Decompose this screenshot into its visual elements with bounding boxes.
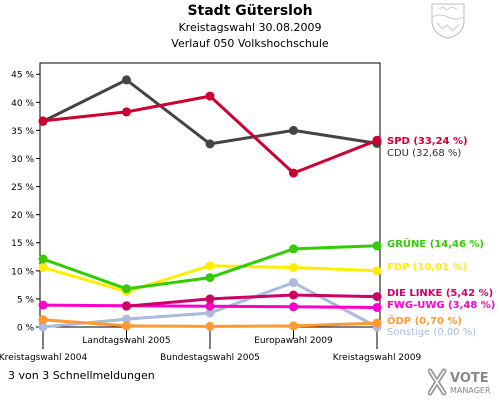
chart-subtitle: Kreistagswahl 30.08.2009	[178, 21, 322, 34]
chart-legend: SPD (33,24 %)CDU (32,68 %) GRÜNE (14,46 %…	[387, 136, 495, 338]
footer-status: 3 von 3 Schnellmeldungen	[8, 369, 155, 382]
y-tick-label-8: 40 %	[11, 99, 34, 109]
point-gr-ne-4	[372, 241, 382, 251]
point-fwg-uwg-4	[372, 303, 382, 312]
plot-frame	[39, 62, 381, 328]
x-tick-label-1: Landtagswahl 2005	[82, 336, 170, 346]
point-gr-ne-0	[38, 254, 48, 264]
point-die-linke-2	[205, 294, 215, 304]
legend-label-fdp: FDP (10,01 %)	[387, 262, 467, 273]
y-tick-label-2: 10 %	[11, 267, 34, 277]
point-fwg-uwg-2	[205, 301, 215, 311]
legend-label-die-linke: DIE LINKE (5,42 %)	[387, 288, 493, 299]
series-line-die-linke	[125, 293, 379, 308]
point--dp-4	[372, 318, 382, 328]
point-cdu-1	[122, 75, 131, 85]
x-tick-label-2: Bundestagswahl 2005	[160, 353, 260, 363]
y-tick-label-6: 30 %	[11, 155, 34, 165]
point-fwg-uwg-3	[289, 302, 298, 312]
point--dp-3	[289, 321, 298, 331]
point-spd-4	[372, 135, 382, 145]
point-sonstige-1	[122, 314, 131, 324]
x-tick-label-4: Kreistagswahl 2009	[333, 353, 422, 363]
point-sonstige-2	[205, 308, 215, 318]
y-tick-label-1: 5 %	[17, 295, 35, 305]
point-die-linke-3	[289, 290, 298, 300]
legend-label-spd: SPD (33,24 %)	[387, 136, 468, 147]
point-die-linke-4	[372, 292, 382, 302]
point-gr-ne-3	[289, 244, 298, 254]
logo-x-icon	[428, 368, 447, 396]
y-tick-label-0: 0 %	[17, 324, 35, 334]
point-die-linke-1	[122, 301, 131, 311]
x-tick-label-0: Kreistagswahl 2004	[0, 353, 87, 363]
line-chart: 0 % 5 % 10 % 15 % 20 % 25 % 30 % 35 % 40 % 45 % Kr…	[0, 62, 495, 363]
y-tick-label-7: 35 %	[11, 127, 34, 137]
chart-title: Stadt Gütersloh	[187, 3, 313, 19]
point-sonstige-3	[289, 278, 298, 288]
point-fdp-0	[38, 263, 48, 272]
point-fdp-2	[205, 261, 215, 271]
point--dp-2	[205, 321, 215, 331]
legend-label-gr-ne: GRÜNE (14,46 %)	[387, 236, 484, 250]
point-spd-0	[38, 116, 48, 126]
legend-label-sonstige: Sonstige (0,00 %)	[387, 327, 476, 338]
point-gr-ne-1	[122, 284, 131, 294]
chart-series	[38, 75, 382, 332]
logo-text-manager: MANAGER	[450, 386, 491, 395]
point-sonstige-0	[38, 322, 48, 332]
point-fdp-3	[289, 263, 298, 272]
point-cdu-2	[205, 139, 215, 149]
series-line-cdu	[41, 78, 379, 146]
point-spd-1	[122, 107, 131, 117]
vote-manager-logo: VOTE MANAGER	[428, 368, 491, 396]
point-spd-2	[205, 91, 215, 101]
point--dp-0	[38, 315, 48, 325]
y-tick-label-3: 15 %	[11, 239, 34, 249]
point-fdp-4	[372, 266, 382, 276]
legend-label--dp: ÖDP (0,70 %)	[387, 313, 462, 327]
point-cdu-3	[289, 125, 298, 135]
point-fwg-uwg-0	[38, 300, 48, 310]
point--dp-1	[122, 321, 131, 331]
x-tick-label-3: Europawahl 2009	[254, 336, 333, 346]
point-gr-ne-2	[205, 273, 215, 283]
coat-of-arms-icon	[431, 3, 465, 39]
logo-text-vote: VOTE	[450, 371, 489, 386]
y-tick-label-4: 20 %	[11, 211, 34, 221]
chart-subtitle-2: Verlauf 050 Volkshochschule	[171, 37, 329, 50]
point-spd-3	[289, 168, 298, 178]
y-tick-label-9: 45 %	[11, 71, 34, 81]
legend-label-cdu: CDU (32,68 %)	[387, 148, 461, 159]
legend-label-fwg-uwg: FWG-UWG (3,48 %)	[387, 300, 495, 311]
y-tick-label-5: 25 %	[11, 183, 34, 193]
